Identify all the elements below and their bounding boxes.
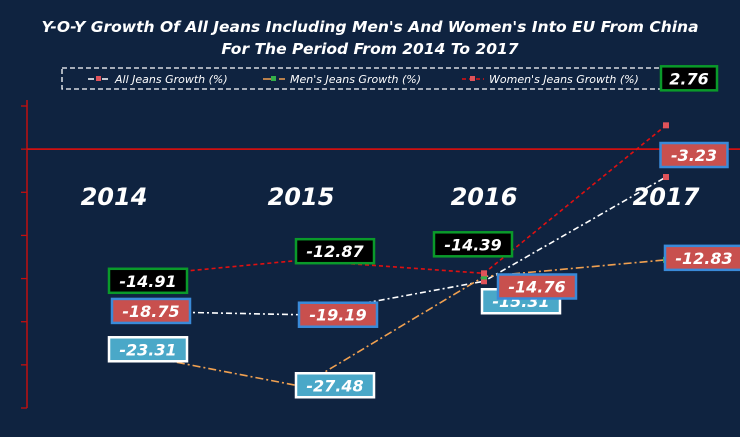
legend-marker bbox=[271, 76, 276, 81]
data-label-box bbox=[294, 237, 376, 265]
data-label: -3.23 bbox=[671, 146, 717, 165]
data-label: -18.75 bbox=[122, 302, 179, 321]
series-line bbox=[113, 176, 667, 316]
data-label-box bbox=[663, 244, 740, 272]
data-label: -14.39 bbox=[444, 235, 501, 254]
data-label: -27.48 bbox=[306, 376, 363, 395]
data-label: -12.87 bbox=[306, 242, 364, 261]
legend-label: All Jeans Growth (%) bbox=[114, 73, 228, 86]
legend: All Jeans Growth (%) Men's Jeans Growth (… bbox=[88, 73, 639, 86]
data-point bbox=[481, 273, 487, 280]
data-point bbox=[663, 174, 669, 181]
series-line bbox=[113, 124, 667, 279]
data-label: 2.76 bbox=[669, 69, 708, 88]
data-label-box bbox=[496, 273, 578, 300]
data-label-box bbox=[659, 141, 729, 169]
data-label-box bbox=[659, 65, 719, 92]
data-point bbox=[481, 270, 487, 277]
y-axis-ticks bbox=[21, 105, 27, 409]
data-label: -19.19 bbox=[309, 306, 366, 325]
legend-label: Men's Jeans Growth (%) bbox=[290, 73, 421, 86]
legend-marker bbox=[96, 76, 101, 81]
data-label-box bbox=[107, 336, 189, 363]
data-point bbox=[481, 278, 487, 285]
data-label-box bbox=[432, 231, 514, 258]
x-categories: 2014 2015 2016 2017 bbox=[81, 183, 700, 211]
data-label-box bbox=[107, 267, 189, 295]
data-label-box bbox=[294, 372, 376, 399]
data-labels: -18.75 -19.19-15.31-3.23-23.31-27.48-14.7… bbox=[107, 65, 740, 399]
legend-label: Women's Jeans Growth (%) bbox=[489, 73, 639, 86]
legend-marker bbox=[470, 76, 475, 81]
x-tick-label: 2016 bbox=[451, 183, 518, 211]
chart-subtitle: For The Period From 2014 To 2017 bbox=[221, 40, 518, 58]
x-tick-label: 2014 bbox=[81, 183, 148, 211]
data-label: -14.91 bbox=[119, 272, 176, 291]
data-label: -23.31 bbox=[119, 340, 176, 359]
x-tick-label: 2015 bbox=[268, 183, 335, 211]
data-label-box bbox=[110, 297, 192, 325]
data-label: -14.76 bbox=[508, 278, 565, 297]
data-label-box bbox=[297, 301, 379, 328]
x-tick-label: 2017 bbox=[633, 183, 700, 211]
data-label: -12.83 bbox=[675, 249, 732, 268]
chart-title: Y-O-Y Growth Of All Jeans Including Men'… bbox=[41, 18, 698, 36]
data-point bbox=[663, 122, 669, 129]
